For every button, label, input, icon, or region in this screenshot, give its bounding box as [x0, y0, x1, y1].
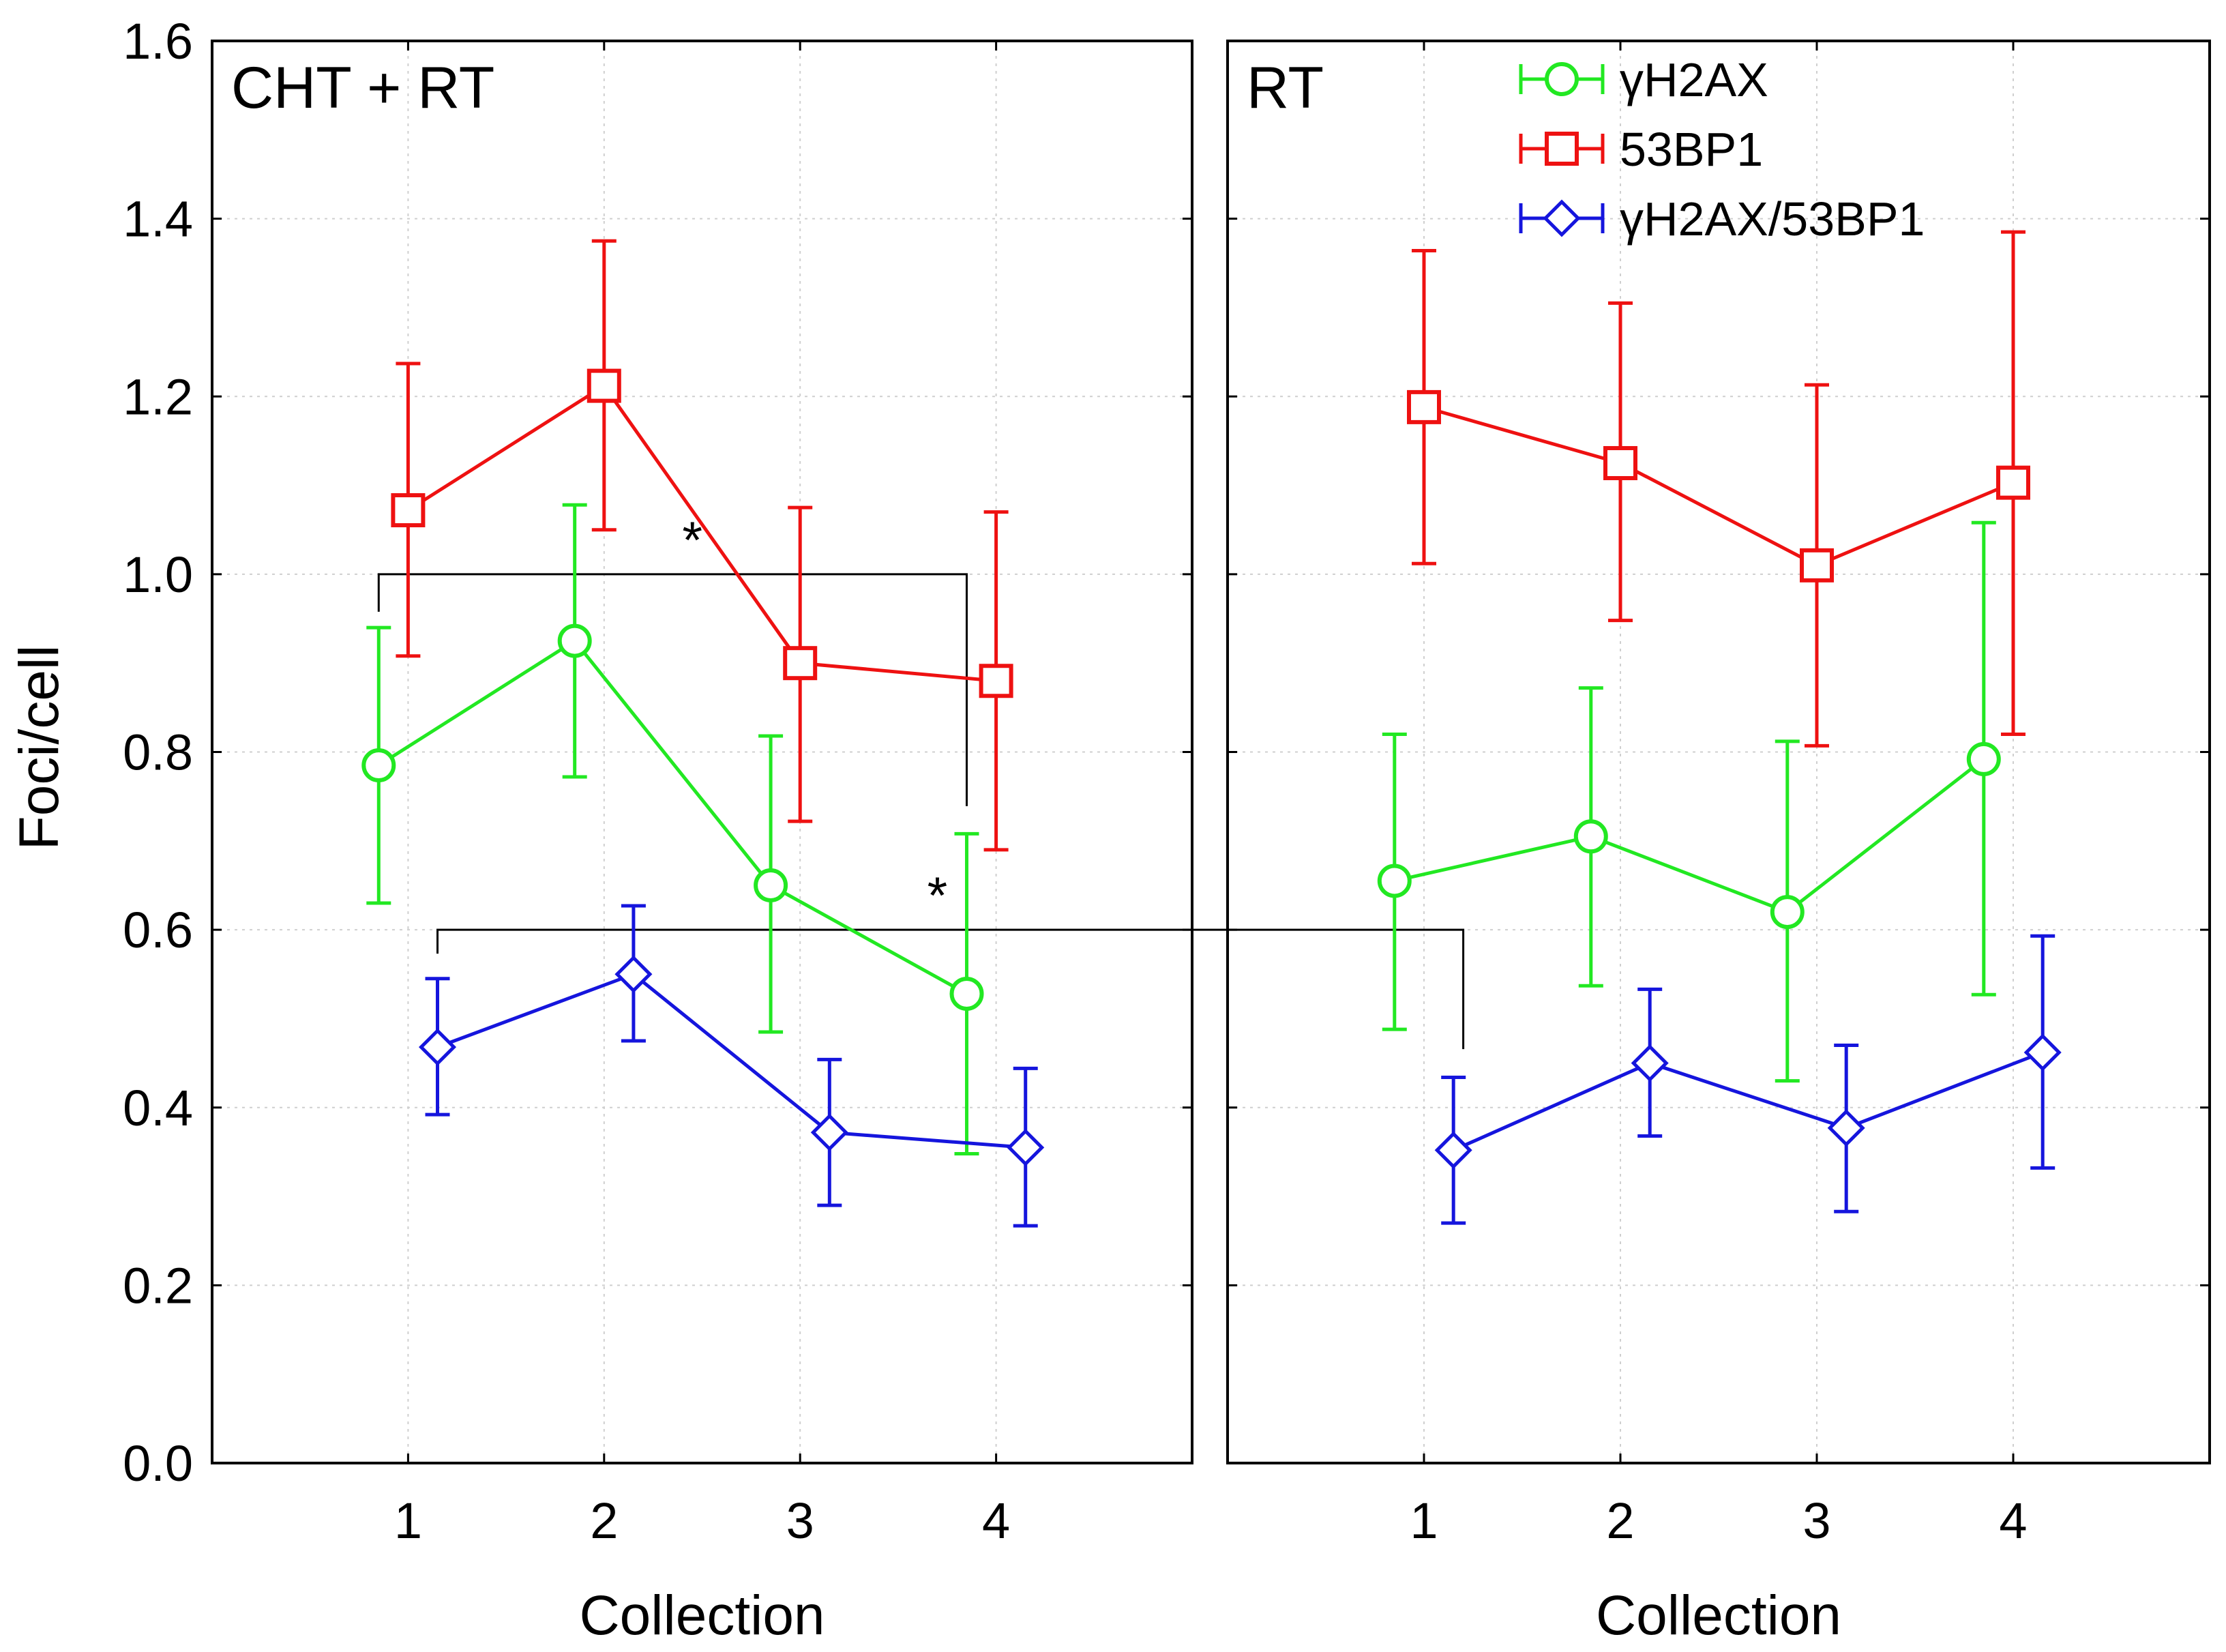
legend-label: γH2AX/53BP1 — [1620, 192, 1925, 246]
x-tick-label: 4 — [1999, 1492, 2027, 1549]
series-line — [1423, 405, 2014, 567]
series-53BP1-panel-1 — [391, 239, 1013, 852]
series-line — [377, 638, 968, 996]
significance-bracket — [436, 928, 1465, 1050]
x-tick-label: 1 — [1410, 1492, 1438, 1549]
series-γH2AX/53BP1-panel-2 — [1434, 934, 2062, 1225]
x-tick-label: 2 — [1606, 1492, 1634, 1549]
y-tick-label: 1.6 — [123, 13, 193, 70]
y-tick-label: 1.4 — [123, 191, 193, 248]
data-point — [1603, 445, 1637, 480]
significance-bracket — [377, 573, 968, 806]
legend-marker — [1543, 199, 1581, 237]
series-γH2AX/53BP1-panel-1 — [418, 904, 1045, 1228]
panel-title-1: CHT + RT — [231, 55, 494, 121]
y-tick-label: 0.4 — [123, 1080, 193, 1136]
legend-label: 53BP1 — [1620, 123, 1763, 176]
data-point — [1434, 1131, 1472, 1169]
data-point — [1996, 465, 2030, 500]
y-tick-label: 0.2 — [123, 1257, 193, 1314]
panel-title-2: RT — [1247, 55, 1324, 121]
y-tick-label: 0.0 — [123, 1435, 193, 1492]
x-tick-label: 4 — [982, 1492, 1010, 1549]
data-point — [1407, 389, 1441, 424]
data-point — [949, 976, 984, 1011]
y-tick-label: 1.0 — [123, 546, 193, 603]
legend-marker — [1545, 132, 1579, 166]
significance-star: * — [928, 867, 948, 925]
x-tick-label: 3 — [1802, 1492, 1830, 1549]
data-point — [587, 368, 621, 403]
data-point — [361, 748, 396, 783]
data-point — [418, 1028, 457, 1066]
data-point — [783, 646, 818, 681]
y-tick-label: 0.6 — [123, 902, 193, 958]
legend: γH2AX 53BP1 γH2AX/53BP1 — [1519, 53, 1925, 246]
data-point — [2023, 1033, 2062, 1072]
data-point — [1800, 548, 1834, 582]
data-series — [361, 230, 2062, 1228]
data-point — [979, 664, 1013, 698]
data-point — [557, 623, 592, 658]
data-point — [1007, 1128, 1045, 1166]
gridlines — [212, 40, 2210, 1464]
legend-label: γH2AX — [1620, 53, 1768, 106]
data-point — [1966, 741, 2001, 776]
series-line — [407, 383, 996, 683]
series-γH2AX-panel-2 — [1377, 520, 2001, 1083]
y-axis-title: Foci/cell — [8, 645, 70, 851]
data-point — [614, 955, 653, 993]
data-point — [754, 868, 788, 902]
x-tick-label: 1 — [394, 1492, 422, 1549]
x-tick-label: 3 — [786, 1492, 814, 1549]
legend-marker — [1545, 62, 1579, 96]
series-line — [436, 972, 1026, 1149]
data-point — [1377, 864, 1412, 898]
x-axis-title-2: Collection — [1596, 1584, 1841, 1647]
x-tick-label: 2 — [590, 1492, 618, 1549]
x-axis-title-1: Collection — [579, 1584, 825, 1647]
data-point — [1827, 1109, 1865, 1147]
y-tick-label: 0.8 — [123, 724, 193, 781]
data-point — [810, 1113, 848, 1151]
legend-entry: γH2AX/53BP1 — [1519, 192, 1925, 246]
data-point — [1573, 819, 1608, 854]
data-point — [1770, 895, 1805, 930]
y-tick-label: 1.2 — [123, 368, 193, 425]
series-γH2AX-panel-1 — [361, 503, 984, 1156]
series-line — [1394, 757, 1985, 914]
legend-entry: γH2AX — [1519, 53, 1768, 106]
data-point — [391, 493, 426, 528]
legend-entry: 53BP1 — [1519, 123, 1763, 176]
data-point — [1631, 1044, 1669, 1082]
series-53BP1-panel-2 — [1407, 230, 2030, 748]
series-line — [1453, 1050, 2044, 1152]
axes: 0.0 0.2 0.4 0.6 0.8 1.0 1.2 1.4 1.6 1 2 3 4 Collectio… — [123, 13, 2211, 1647]
